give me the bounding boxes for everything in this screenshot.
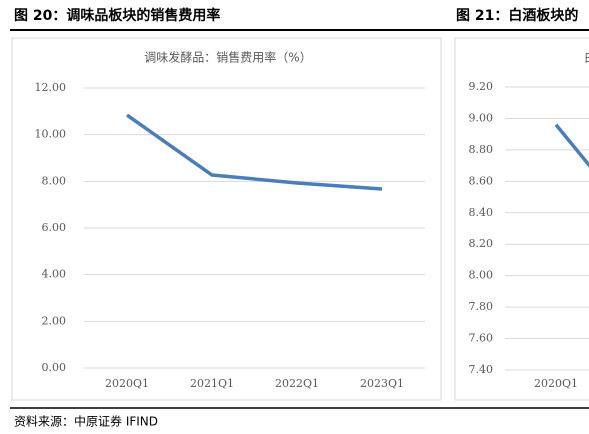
y-tick-label: 8.20	[469, 237, 494, 250]
x-tick-label: 2022Q1	[275, 377, 319, 390]
y-tick-label: 8.80	[469, 143, 494, 156]
y-tick-label: 8.00	[42, 174, 67, 187]
x-tick-label: 2021Q1	[190, 377, 234, 390]
y-tick-label: 2.00	[42, 314, 67, 327]
x-tick-label: 2020Q1	[105, 377, 149, 390]
chart-right: 图 21：白酒板块的白 7.40 7.60 7.80 8.00 8.20 8.40 8.60 8…	[456, 7, 589, 390]
y-tick-label: 8.60	[469, 174, 494, 187]
y-tick-label: 10.00	[35, 128, 67, 141]
data-line	[125, 113, 383, 191]
data-line	[554, 123, 589, 168]
y-tick-label: 6.00	[42, 221, 67, 234]
figure-label: 图 20：调味品板块的销售费用率	[14, 7, 220, 24]
x-tick-label: 2020Q1	[534, 377, 578, 390]
figure-label: 图 21：白酒板块的	[456, 7, 578, 24]
y-tick-label: 12.00	[35, 81, 67, 94]
y-tick-label: 9.20	[469, 80, 494, 93]
chart-title: 白	[584, 50, 589, 65]
y-tick-label: 8.40	[469, 206, 494, 219]
panel-frame	[11, 37, 442, 401]
y-tick-label: 8.00	[469, 269, 494, 282]
y-tick-label: 7.80	[469, 300, 494, 313]
panel-frame	[454, 37, 589, 401]
y-tick-label: 4.00	[42, 268, 67, 281]
y-tick-label: 0.00	[42, 361, 67, 374]
y-tick-label: 7.60	[469, 332, 494, 345]
source-note: 资料来源：中原证券 IFIND	[14, 414, 158, 429]
x-tick-label: 2023Q1	[360, 377, 404, 390]
y-tick-label: 9.00	[469, 111, 494, 124]
y-tick-label: 7.40	[469, 363, 494, 376]
chart-title: 调味发酵品：销售费用率（%）	[144, 50, 311, 65]
